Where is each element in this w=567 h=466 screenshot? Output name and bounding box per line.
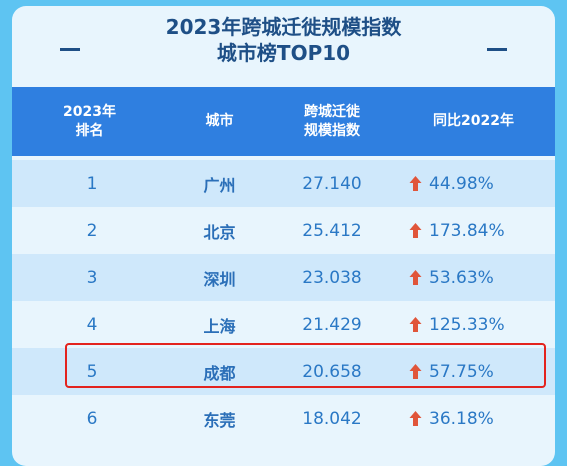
- title-dash-left: [60, 48, 80, 51]
- header-yoy-label: 同比2022年: [433, 113, 514, 129]
- index-cell: 18.042: [302, 408, 362, 429]
- rank-cell: 3: [86, 267, 98, 288]
- table-header: 2023年 排名 城市 跨城迁徙 规模指数 同比2022年: [12, 87, 555, 156]
- header-index-line-1: 跨城迁徙: [304, 103, 360, 120]
- highlight-box: [65, 343, 546, 388]
- table-row: 1 广州 27.140 44.98%: [12, 160, 555, 207]
- index-cell: 25.412: [302, 220, 362, 241]
- title-line-1: 2023年跨城迁徙规模指数: [165, 15, 402, 39]
- arrow-up-icon: [409, 223, 422, 238]
- yoy-cell: 57.75%: [409, 348, 555, 395]
- rank-cell: 1: [86, 173, 98, 194]
- city-cell: 北京: [203, 222, 236, 242]
- yoy-value: 125.33%: [429, 314, 505, 335]
- title-line-2: 城市榜TOP10: [216, 41, 351, 65]
- yoy-cell: 173.84%: [409, 207, 555, 254]
- table-row: 3 深圳 23.038 53.63%: [12, 254, 555, 301]
- header-rank-line-2: 排名: [75, 122, 104, 139]
- index-cell: 20.658: [302, 361, 362, 382]
- arrow-up-icon: [409, 317, 422, 332]
- rank-cell: 5: [86, 361, 98, 382]
- yoy-cell: 44.98%: [409, 160, 555, 207]
- header-city-label: 城市: [205, 113, 234, 129]
- title-dash-right: [487, 48, 507, 51]
- city-cell: 上海: [203, 316, 236, 336]
- city-cell: 东莞: [203, 410, 236, 430]
- page-title: 2023年跨城迁徙规模指数 城市榜TOP10: [0, 14, 567, 66]
- yoy-cell: 125.33%: [409, 301, 555, 348]
- yoy-value: 44.98%: [429, 173, 494, 194]
- arrow-up-icon: [409, 176, 422, 191]
- rank-cell: 4: [86, 314, 98, 335]
- header-index: 跨城迁徙 规模指数: [272, 87, 392, 156]
- city-cell: 广州: [203, 175, 236, 195]
- rank-cell: 6: [86, 408, 98, 429]
- index-cell: 23.038: [302, 267, 362, 288]
- yoy-value: 173.84%: [429, 220, 505, 241]
- index-cell: 21.429: [302, 314, 362, 335]
- arrow-up-icon: [409, 364, 422, 379]
- yoy-value: 57.75%: [429, 361, 494, 382]
- index-cell: 27.140: [302, 173, 362, 194]
- table-row: 2 北京 25.412 173.84%: [12, 207, 555, 254]
- yoy-cell: 36.18%: [409, 395, 555, 442]
- yoy-value: 36.18%: [429, 408, 494, 429]
- rank-cell: 2: [86, 220, 98, 241]
- header-yoy: 同比2022年: [392, 87, 555, 156]
- city-cell: 成都: [203, 363, 236, 383]
- table-row: 6 东莞 18.042 36.18%: [12, 395, 555, 442]
- header-rank: 2023年 排名: [12, 87, 167, 156]
- header-index-line-2: 规模指数: [304, 122, 360, 139]
- header-rank-line-1: 2023年: [63, 103, 116, 120]
- yoy-value: 53.63%: [429, 267, 494, 288]
- yoy-cell: 53.63%: [409, 254, 555, 301]
- city-cell: 深圳: [203, 269, 236, 289]
- table-row: 4 上海 21.429 125.33%: [12, 301, 555, 348]
- arrow-up-icon: [409, 411, 422, 426]
- header-city: 城市: [167, 87, 272, 156]
- arrow-up-icon: [409, 270, 422, 285]
